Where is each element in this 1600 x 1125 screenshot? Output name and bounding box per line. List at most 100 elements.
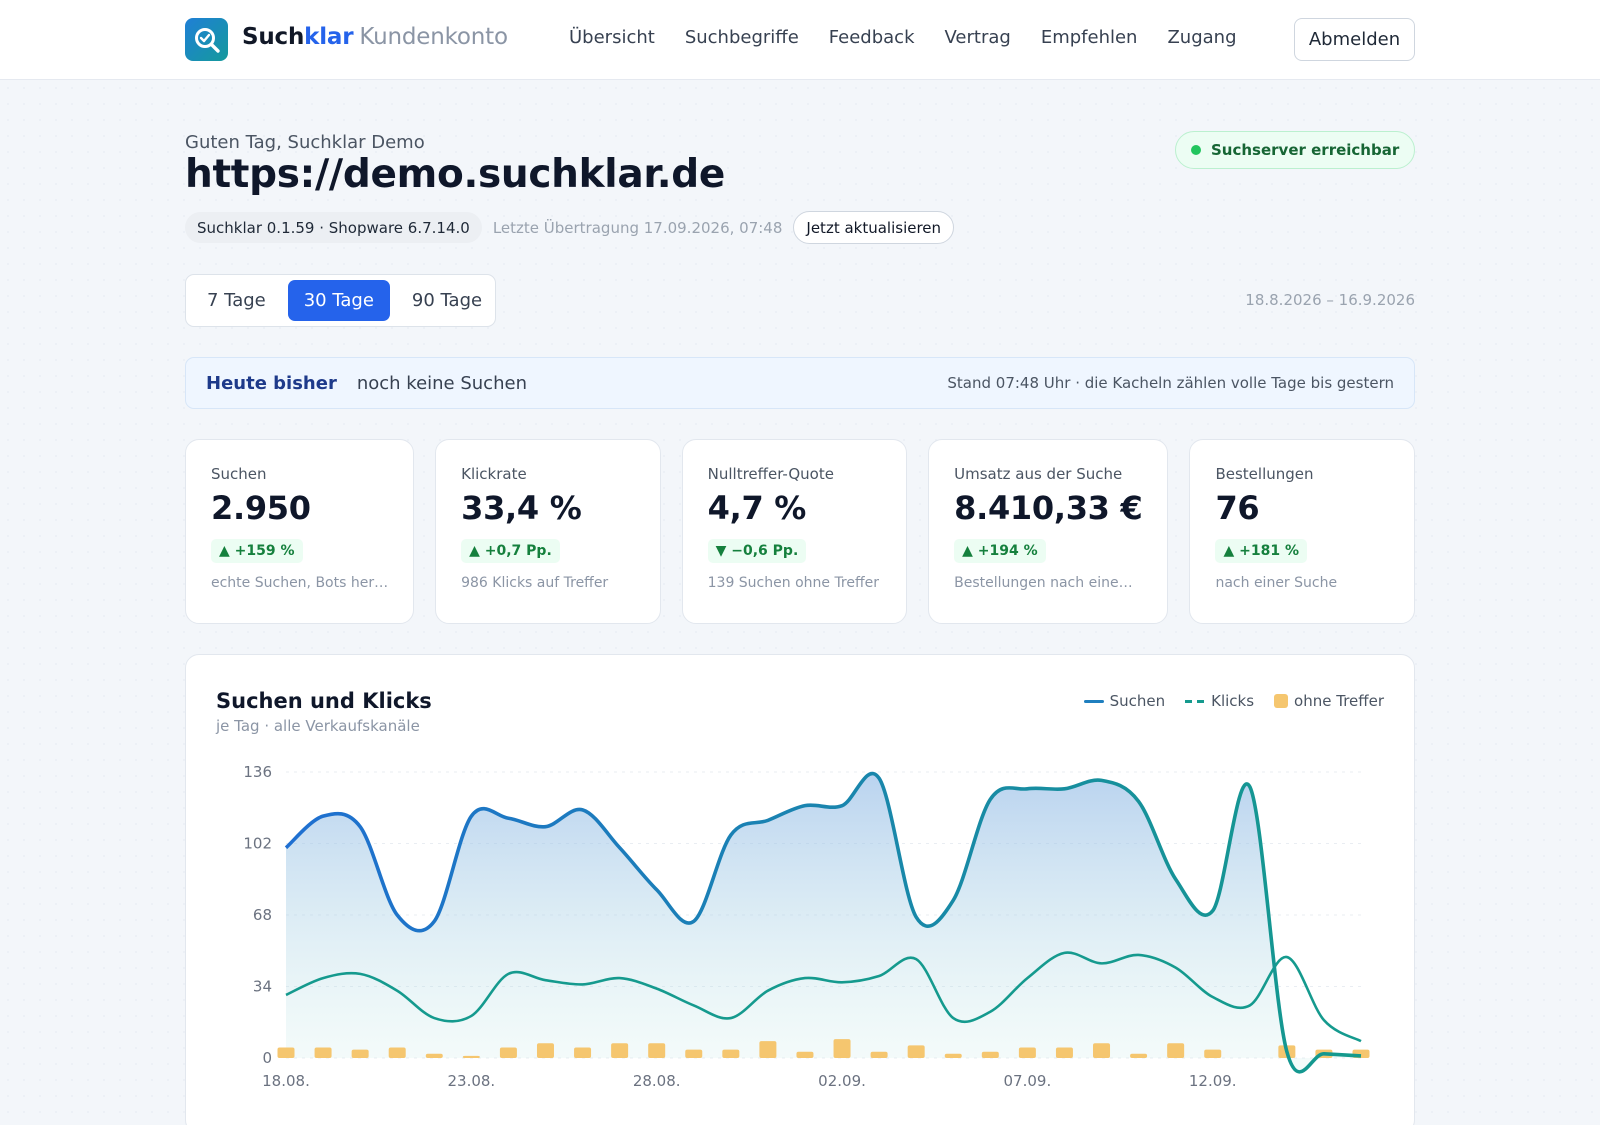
kpi-cards: Suchen 2.950 ▲ +159 % echte Suchen, Bots… — [185, 439, 1415, 624]
no-hits-bar — [425, 1053, 443, 1058]
refresh-now-button[interactable]: Jetzt aktualisieren — [793, 211, 955, 244]
today-value: noch keine Suchen — [356, 372, 527, 394]
nav-item-empfehlen[interactable]: Empfehlen — [1040, 27, 1138, 48]
legend-label: Klicks — [1211, 692, 1255, 710]
top-navigation-bar: Suchklar Kundenkonto Übersicht Suchbegrif… — [0, 0, 1600, 80]
kpi-delta-badge: ▲ +194 % — [954, 539, 1046, 563]
no-hits-bar — [981, 1051, 999, 1058]
kpi-card-revenue: Umsatz aus der Suche 8.410,33 € ▲ +194 %… — [928, 439, 1169, 624]
status-dot-icon — [1191, 145, 1201, 155]
y-tick-label: 102 — [243, 835, 272, 853]
range-30-days-button[interactable]: 30 Tage — [287, 280, 390, 321]
no-hits-bar — [722, 1049, 740, 1058]
kpi-value: 2.950 — [211, 489, 311, 527]
kpi-note: echte Suchen, Bots her… — [211, 575, 389, 591]
kpi-card-click-rate: Klickrate 33,4 % ▲ +0,7 Pp. 986 Klicks a… — [435, 439, 661, 624]
y-tick-label: 34 — [253, 978, 272, 996]
no-hits-bar — [574, 1047, 592, 1058]
nav-item-uebersicht[interactable]: Übersicht — [569, 27, 655, 48]
kpi-value: 8.410,33 € — [954, 489, 1143, 527]
y-tick-label: 68 — [253, 906, 272, 924]
status-badge-label: Suchserver erreichbar — [1211, 141, 1400, 159]
searches-clicks-chart[interactable]: 0 34 68 102 136 18.08. 23.08. 28.08. 02.09. 07.09… — [186, 655, 1416, 1125]
no-hits-bar — [499, 1047, 517, 1058]
kpi-card-orders: Bestellungen 76 ▲ +181 % nach einer Such… — [1189, 439, 1415, 624]
kpi-card-zero-hit-rate: Nulltreffer-Quote 4,7 % ▼ −0,6 Pp. 139 S… — [681, 439, 908, 624]
x-tick-label: 07.09. — [1004, 1072, 1052, 1090]
brand-name-part2: klar — [304, 24, 354, 50]
clicks-line — [285, 951, 1362, 1043]
no-hits-bar — [907, 1045, 925, 1058]
x-tick-label: 12.09. — [1189, 1072, 1237, 1090]
searches-area — [286, 773, 1361, 1072]
x-tick-label: 02.09. — [818, 1072, 866, 1090]
kpi-delta-badge: ▼ −0,6 Pp. — [707, 539, 807, 563]
kpi-delta-badge: ▲ +181 % — [1215, 539, 1307, 563]
kpi-note: nach einer Suche — [1215, 575, 1338, 591]
no-hits-bar — [796, 1051, 814, 1058]
no-hits-bar — [1055, 1047, 1073, 1058]
legend-swatch-line — [1083, 699, 1104, 703]
kpi-note: 986 Klicks auf Treffer — [461, 575, 609, 591]
brand-logo-text[interactable]: Suchklar Kundenkonto — [242, 24, 508, 50]
page-title: https://demo.suchklar.de — [185, 152, 726, 197]
today-label: Heute bisher — [206, 372, 337, 394]
no-hits-bar — [759, 1041, 777, 1058]
no-hits-bar — [611, 1043, 629, 1058]
time-range-selector: 7 Tage 30 Tage 90 Tage — [185, 274, 496, 327]
legend-swatch-dashed — [1185, 699, 1206, 703]
x-tick-label: 23.08. — [447, 1072, 495, 1090]
no-hits-bar — [648, 1043, 666, 1058]
kpi-label: Bestellungen — [1215, 465, 1314, 483]
kpi-label: Umsatz aus der Suche — [954, 465, 1123, 483]
x-tick-label: 28.08. — [633, 1072, 681, 1090]
nav-item-suchbegriffe[interactable]: Suchbegriffe — [684, 27, 799, 48]
kpi-note: Bestellungen nach eine… — [954, 575, 1133, 591]
brand-name-part1: Such — [242, 24, 305, 50]
no-hits-bar — [1093, 1043, 1111, 1058]
legend-swatch-box — [1274, 694, 1289, 708]
kpi-delta-badge: ▲ +159 % — [211, 539, 303, 563]
no-hits-bar — [1018, 1047, 1036, 1058]
range-7-days-button[interactable]: 7 Tage — [191, 280, 282, 321]
kpi-label: Suchen — [211, 465, 267, 483]
range-90-days-button[interactable]: 90 Tage — [396, 280, 498, 321]
searches-line — [284, 771, 1362, 1074]
meta-row: Suchklar 0.1.59 · Shopware 6.7.14.0 Letz… — [185, 211, 955, 244]
kpi-value: 33,4 % — [461, 489, 582, 527]
chart-title: Suchen und Klicks — [216, 689, 432, 713]
x-tick-label: 18.08. — [262, 1072, 310, 1090]
no-hits-bar — [277, 1047, 295, 1058]
today-summary-strip: Heute bisher noch keine Suchen Stand 07:… — [185, 357, 1415, 409]
legend-item-searches[interactable]: Suchen — [1083, 692, 1166, 710]
no-hits-bar — [870, 1051, 888, 1058]
logout-button[interactable]: Abmelden — [1294, 18, 1415, 61]
no-hits-bar — [1130, 1053, 1148, 1058]
greeting-text: Guten Tag, Suchklar Demo — [185, 132, 425, 153]
chart-legend: Suchen Klicks ohne Treffer — [1083, 692, 1384, 710]
chart-card: Suchen und Klicks je Tag · alle Verkaufs… — [185, 654, 1415, 1125]
nav-item-zugang[interactable]: Zugang — [1167, 27, 1237, 48]
search-check-icon[interactable] — [185, 18, 228, 61]
kpi-value: 76 — [1215, 489, 1260, 527]
nav-item-feedback[interactable]: Feedback — [828, 27, 915, 48]
legend-item-clicks[interactable]: Klicks — [1185, 692, 1254, 710]
no-hits-bar — [314, 1047, 332, 1058]
no-hits-bar — [388, 1047, 406, 1058]
y-tick-label: 0 — [262, 1049, 272, 1067]
y-tick-label: 136 — [243, 763, 272, 781]
kpi-delta-badge: ▲ +0,7 Pp. — [461, 539, 560, 563]
kpi-value: 4,7 % — [707, 489, 807, 527]
kpi-label: Klickrate — [461, 465, 527, 483]
no-hits-bar — [351, 1049, 369, 1058]
status-badge: Suchserver erreichbar — [1175, 131, 1415, 169]
brand-subtitle: Kundenkonto — [359, 24, 508, 50]
no-hits-bar — [536, 1043, 554, 1058]
nav-item-vertrag[interactable]: Vertrag — [944, 27, 1011, 48]
legend-item-no-hits[interactable]: ohne Treffer — [1274, 692, 1384, 710]
no-hits-bar — [833, 1039, 851, 1058]
legend-label: Suchen — [1109, 692, 1166, 710]
main-navigation: Übersicht Suchbegriffe Feedback Vertrag … — [569, 27, 1237, 48]
kpi-label: Nulltreffer-Quote — [707, 465, 834, 483]
today-note: Stand 07:48 Uhr · die Kacheln zählen vol… — [947, 374, 1394, 392]
